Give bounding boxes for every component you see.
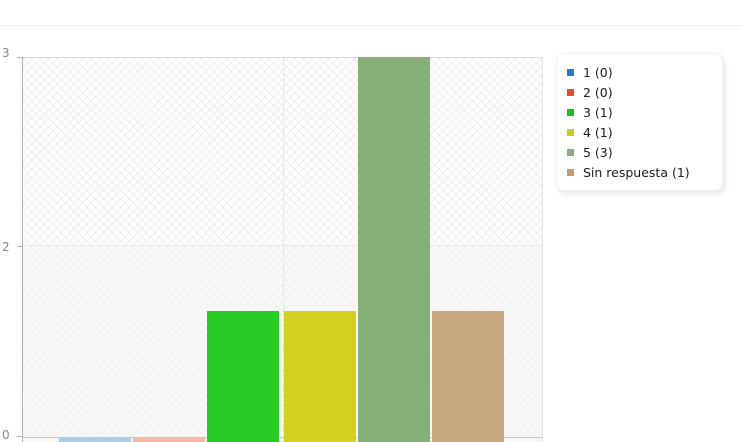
bar-3 bbox=[207, 311, 279, 442]
bar-4 bbox=[284, 311, 356, 442]
legend-item-label: 5 (3) bbox=[583, 144, 613, 160]
plot-area bbox=[22, 57, 543, 442]
y-axis-line bbox=[22, 57, 23, 442]
bars-group bbox=[22, 57, 542, 442]
legend-item-sin-respuesta: Sin respuesta (1) bbox=[567, 162, 712, 182]
bar-sin-respuesta bbox=[432, 311, 504, 442]
legend-item-5: 5 (3) bbox=[567, 142, 712, 162]
bar-2 bbox=[133, 438, 205, 442]
legend-item-label: Sin respuesta (1) bbox=[583, 164, 690, 180]
x-axis-baseline bbox=[22, 437, 542, 438]
legend-swatch-icon bbox=[567, 168, 574, 176]
bar-1 bbox=[59, 438, 131, 442]
legend-swatch-icon bbox=[567, 148, 574, 156]
y-tick-label-2: 2 bbox=[2, 240, 10, 254]
legend-swatch-icon bbox=[567, 68, 574, 76]
y-tick-mark-3 bbox=[17, 57, 22, 58]
legend-swatch-icon bbox=[567, 108, 574, 116]
y-tick-label-3: 3 bbox=[2, 46, 10, 60]
legend-swatch-icon bbox=[567, 88, 574, 96]
legend-swatch-icon bbox=[567, 128, 574, 136]
y-tick-mark-2 bbox=[17, 246, 22, 247]
legend-item-4: 4 (1) bbox=[567, 122, 712, 142]
legend-item-1: 1 (0) bbox=[567, 62, 712, 82]
legend-item-2: 2 (0) bbox=[567, 82, 712, 102]
plot-background-upper-band bbox=[22, 58, 542, 246]
y-tick-mark-0 bbox=[17, 436, 22, 437]
legend-item-label: 1 (0) bbox=[583, 64, 613, 80]
legend-item-label: 4 (1) bbox=[583, 124, 613, 140]
bar-5 bbox=[358, 57, 430, 442]
y-tick-label-0: 0 bbox=[2, 428, 10, 442]
legend-box: 1 (0) 2 (0) 3 (1) 4 (1) 5 (3) Sin respue… bbox=[556, 53, 723, 191]
top-divider-line bbox=[0, 25, 741, 26]
vertical-dashed-gridline bbox=[283, 58, 284, 442]
legend-item-label: 3 (1) bbox=[583, 104, 613, 120]
legend-item-label: 2 (0) bbox=[583, 84, 613, 100]
legend-item-3: 3 (1) bbox=[567, 102, 712, 122]
